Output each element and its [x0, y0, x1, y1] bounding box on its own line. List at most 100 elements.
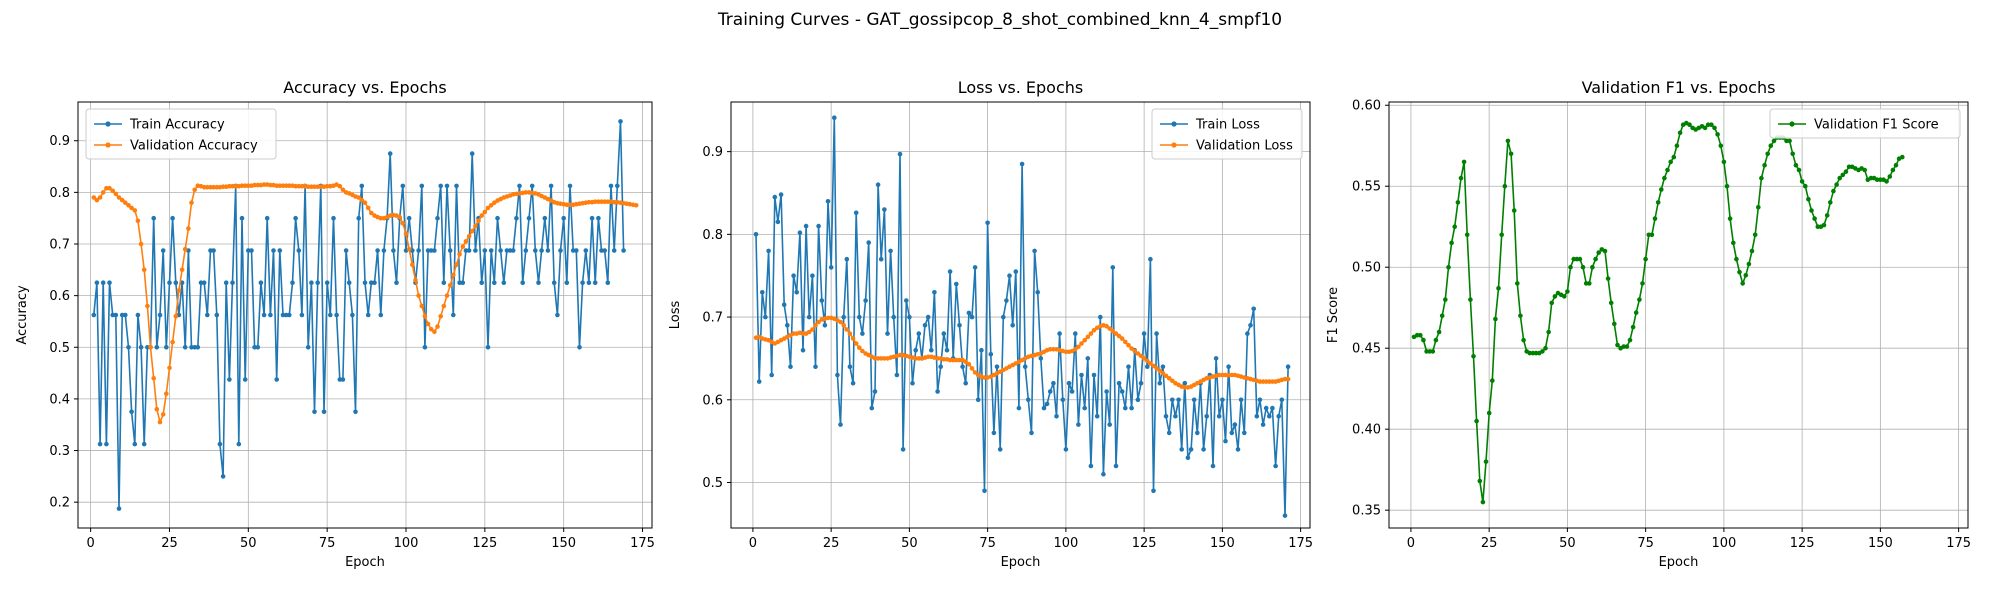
- data-point: [1226, 372, 1231, 378]
- data-point: [941, 331, 947, 336]
- data-point: [479, 213, 485, 218]
- data-point: [444, 183, 450, 189]
- data-point: [164, 391, 169, 397]
- data-point: [148, 345, 153, 350]
- data-point: [287, 312, 292, 318]
- data-point: [935, 389, 940, 394]
- data-point: [878, 356, 884, 361]
- data-point: [835, 372, 840, 378]
- data-point: [299, 312, 305, 318]
- y-tick-label: 0.35: [1352, 504, 1381, 519]
- data-point: [369, 210, 374, 216]
- data-point: [1029, 430, 1034, 436]
- data-point: [938, 364, 943, 370]
- data-point: [847, 331, 853, 336]
- data-point: [1141, 331, 1147, 336]
- data-point: [1110, 328, 1116, 334]
- x-tick-label: 75: [1637, 536, 1654, 551]
- data-point: [290, 280, 295, 286]
- y-tick-label: 0.8: [49, 186, 70, 201]
- data-point: [432, 248, 437, 253]
- data-point: [1285, 364, 1291, 370]
- data-point: [454, 183, 459, 189]
- data-point: [1421, 337, 1426, 343]
- x-tick-label: 100: [1053, 536, 1078, 551]
- data-point: [1418, 332, 1423, 338]
- data-point: [1709, 122, 1714, 127]
- data-point: [1060, 397, 1066, 403]
- data-point: [1837, 175, 1842, 181]
- data-point: [838, 422, 843, 427]
- legend-label: Validation F1 Score: [1814, 118, 1939, 133]
- data-point: [141, 267, 147, 273]
- chart-panel-1: 0 25 50 75 100 125 150 175 0.2 0.3 0.4 0.5 0.6 0.7 0.8…: [15, 78, 655, 570]
- data-point: [1166, 376, 1172, 381]
- data-point: [941, 357, 947, 362]
- data-point: [1047, 347, 1053, 352]
- data-point: [189, 345, 194, 350]
- data-point: [1104, 389, 1109, 394]
- data-point: [907, 314, 912, 320]
- data-point: [227, 377, 232, 382]
- data-point: [428, 326, 434, 332]
- data-point: [1257, 379, 1263, 384]
- data-point: [340, 377, 346, 382]
- data-point: [1073, 347, 1078, 352]
- data-point: [1123, 405, 1128, 411]
- data-point: [580, 280, 585, 286]
- data-point: [132, 441, 138, 447]
- data-point: [422, 314, 428, 319]
- data-point: [1464, 232, 1470, 238]
- data-point: [1091, 372, 1097, 378]
- data-point: [599, 199, 604, 204]
- x-tick-label: 25: [161, 536, 178, 551]
- data-point: [246, 248, 251, 253]
- data-point: [1612, 321, 1617, 327]
- data-point: [255, 345, 261, 350]
- data-point: [1076, 422, 1081, 427]
- data-point: [400, 221, 406, 226]
- data-point: [1166, 430, 1172, 436]
- data-point: [838, 319, 843, 325]
- data-point: [929, 347, 934, 353]
- data-point: [1220, 397, 1225, 403]
- data-point: [1223, 438, 1228, 444]
- data-point: [1157, 368, 1163, 374]
- data-point: [365, 205, 371, 211]
- data-point: [529, 183, 535, 189]
- data-point: [305, 345, 311, 350]
- data-point: [1546, 329, 1551, 335]
- chart-title: Validation F1 vs. Epochs: [1582, 78, 1776, 97]
- legend-marker: [1789, 121, 1795, 127]
- data-point: [1010, 323, 1015, 328]
- data-point: [800, 347, 806, 353]
- data-point: [1831, 188, 1836, 194]
- data-point: [1649, 232, 1655, 238]
- legend-marker: [105, 142, 111, 148]
- data-point: [966, 310, 972, 316]
- data-point: [806, 329, 812, 335]
- data-point: [526, 215, 532, 221]
- data-point: [1094, 414, 1100, 419]
- data-point: [419, 183, 425, 189]
- data-point: [1163, 373, 1169, 379]
- data-point: [832, 115, 837, 120]
- data-point: [123, 312, 128, 318]
- data-point: [1054, 414, 1059, 419]
- data-point: [972, 265, 978, 270]
- data-point: [1176, 397, 1181, 403]
- x-tick-label: 175: [630, 536, 655, 551]
- data-point: [1091, 328, 1097, 333]
- data-point: [599, 248, 604, 253]
- data-point: [589, 215, 595, 221]
- data-point: [359, 183, 365, 189]
- data-point: [753, 232, 759, 237]
- data-point: [1900, 154, 1905, 160]
- data-point: [451, 312, 456, 318]
- data-point: [778, 192, 784, 197]
- data-point: [788, 364, 793, 370]
- data-point: [167, 280, 172, 286]
- data-point: [991, 430, 997, 436]
- data-point: [485, 345, 491, 350]
